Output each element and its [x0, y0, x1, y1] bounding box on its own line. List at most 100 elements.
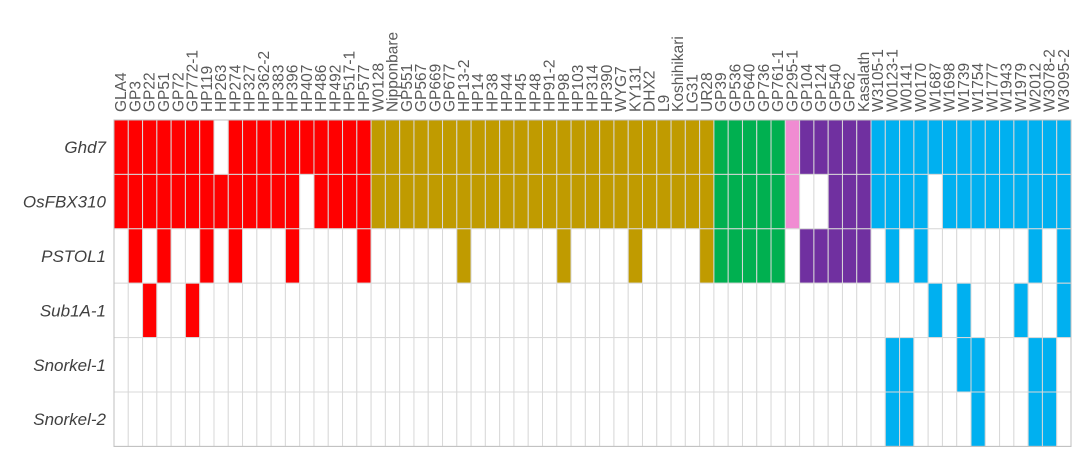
cell-sub1a-1-w2012 [1027, 282, 1043, 339]
cell-osfbx310-hp383 [270, 173, 286, 230]
cell-sub1a-1-w1754 [970, 282, 986, 339]
cell-snorkel-2-w1698 [941, 391, 958, 447]
accession-label: GP22 [142, 72, 159, 112]
cell-sub1a-1-gp669 [427, 282, 444, 339]
accession-label: W1777 [984, 63, 1001, 112]
accession-label: W1687 [927, 63, 944, 112]
cell-osfbx310-hp274 [227, 173, 244, 230]
cell-osfbx310-wyg7 [613, 173, 629, 230]
cell-osfbx310-hp14 [470, 173, 486, 230]
cell-pstol1-w3095-2 [1056, 228, 1072, 284]
cell-snorkel-1-gp761-1 [770, 337, 786, 393]
cell-osfbx310-hp314 [584, 173, 601, 230]
cell-pstol1-w1754 [970, 228, 986, 284]
cell-pstol1-hp486 [313, 228, 329, 284]
cell-pstol1-hp91-2 [542, 228, 558, 284]
cell-ghd7-gp295-1 [784, 119, 801, 175]
cell-ghd7-gp567 [413, 119, 429, 175]
cell-pstol1-hp407 [299, 228, 315, 284]
cell-pstol1-gp295-1 [784, 228, 801, 284]
cell-snorkel-1-hp274 [227, 337, 244, 393]
cell-ghd7-gp772-1 [184, 119, 201, 175]
cell-osfbx310-w0128 [370, 173, 386, 230]
cell-snorkel-2-w0170 [913, 391, 929, 447]
cell-snorkel-2-gp567 [413, 391, 429, 447]
accession-label: UR28 [699, 72, 716, 112]
accession-label: HP517-1 [342, 51, 359, 112]
cell-snorkel-2-hp98 [556, 391, 572, 447]
cell-sub1a-1-w1777 [984, 282, 1001, 339]
cell-osfbx310-hp327 [242, 173, 258, 230]
cell-snorkel-2-hp48 [527, 391, 543, 447]
cell-snorkel-1-l9 [656, 337, 672, 393]
cell-ghd7-kasalath [856, 119, 872, 175]
accession-label: HP577 [356, 65, 373, 112]
accession-label: W2012 [1027, 63, 1044, 112]
cell-snorkel-2-gp22 [142, 391, 158, 447]
cell-sub1a-1-hp577 [356, 282, 372, 339]
cell-ghd7-w2012 [1027, 119, 1043, 175]
accession-label: HP119 [199, 66, 216, 112]
cell-sub1a-1-ur28 [699, 282, 715, 339]
accession-label: LG31 [684, 74, 701, 112]
heatmap-cells [113, 119, 1072, 447]
cell-osfbx310-w1943 [999, 173, 1015, 230]
cell-pstol1-w1943 [999, 228, 1015, 284]
cell-pstol1-hp492 [327, 228, 344, 284]
cell-pstol1-w1777 [984, 228, 1001, 284]
cell-pstol1-w0170 [913, 228, 929, 284]
cell-snorkel-2-hp517-1 [342, 391, 358, 447]
cell-pstol1-w3078-2 [1041, 228, 1058, 284]
cell-pstol1-hp314 [584, 228, 601, 284]
cell-sub1a-1-gp677 [442, 282, 458, 339]
accession-label: W3105-1 [870, 49, 887, 112]
accession-label: HP407 [299, 65, 316, 112]
cell-snorkel-2-hp486 [313, 391, 329, 447]
cell-ghd7-w1777 [984, 119, 1001, 175]
cell-snorkel-1-hp263 [213, 337, 229, 393]
cell-pstol1-gp736 [756, 228, 772, 284]
cell-ghd7-w0128 [370, 119, 386, 175]
cell-pstol1-gp669 [427, 228, 444, 284]
cell-snorkel-1-hp38 [484, 337, 501, 393]
cell-snorkel-1-w1687 [927, 337, 943, 393]
cell-snorkel-1-hp91-2 [542, 337, 558, 393]
cell-sub1a-1-hp48 [527, 282, 543, 339]
cell-osfbx310-gp104 [799, 173, 815, 230]
cell-osfbx310-gp51 [156, 173, 172, 230]
accession-label: GP51 [156, 72, 173, 112]
cell-ghd7-hp91-2 [542, 119, 558, 175]
cell-ghd7-ur28 [699, 119, 715, 175]
cell-snorkel-2-gp551 [399, 391, 415, 447]
cell-sub1a-1-gla4 [113, 282, 129, 339]
cell-snorkel-2-l9 [656, 391, 672, 447]
cell-sub1a-1-gp567 [413, 282, 429, 339]
cell-sub1a-1-gp761-1 [770, 282, 786, 339]
cell-osfbx310-gp736 [756, 173, 772, 230]
cell-pstol1-w1698 [941, 228, 958, 284]
cell-osfbx310-ky131 [627, 173, 643, 230]
cell-ghd7-w1687 [927, 119, 943, 175]
cell-ghd7-w3105-1 [870, 119, 886, 175]
cell-snorkel-1-hp390 [599, 337, 615, 393]
cell-osfbx310-hp44 [499, 173, 515, 230]
cell-snorkel-2-gp736 [756, 391, 772, 447]
cell-osfbx310-hp517-1 [342, 173, 358, 230]
accession-label: GP124 [813, 63, 830, 112]
cell-snorkel-2-nipponbare [384, 391, 401, 447]
cell-sub1a-1-hp44 [499, 282, 515, 339]
cell-osfbx310-gp39 [713, 173, 729, 230]
cell-pstol1-kasalath [856, 228, 872, 284]
accession-label: GP3 [127, 81, 144, 112]
cell-snorkel-1-w1777 [984, 337, 1001, 393]
cell-osfbx310-w3105-1 [870, 173, 886, 230]
accession-label: GP39 [713, 72, 730, 112]
cell-snorkel-1-hp492 [327, 337, 344, 393]
cell-sub1a-1-hp383 [270, 282, 286, 339]
gene-label-pstol1: PSTOL1 [41, 247, 106, 266]
cell-snorkel-2-w1777 [984, 391, 1001, 447]
cell-ghd7-koshihikari [670, 119, 686, 175]
cell-ghd7-gp640 [741, 119, 758, 175]
cell-ghd7-hp517-1 [342, 119, 358, 175]
cell-snorkel-2-w3095-2 [1056, 391, 1072, 447]
